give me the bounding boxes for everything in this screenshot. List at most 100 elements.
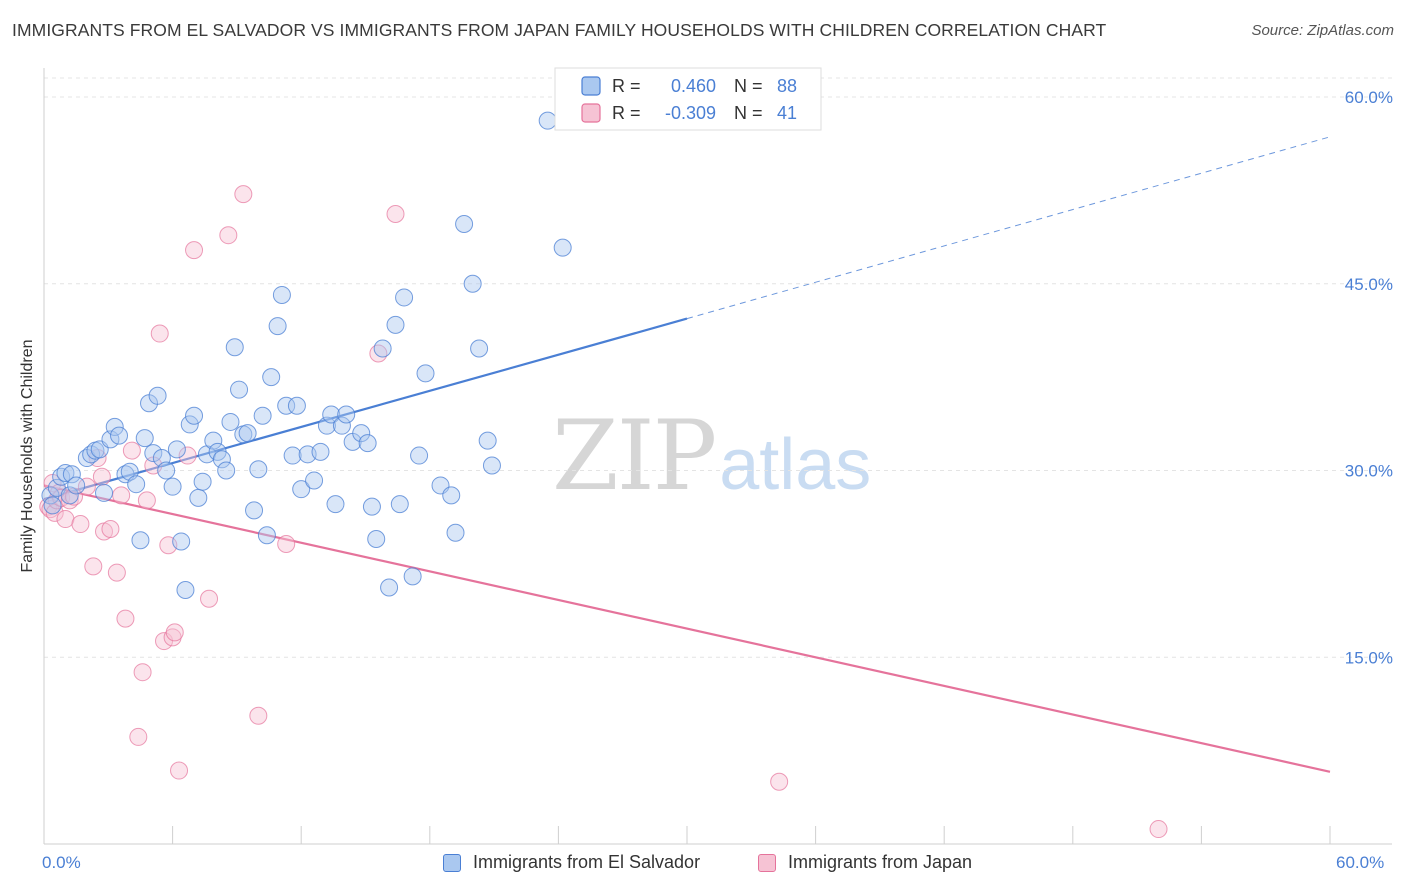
top-legend-n-value-japan: 41 (777, 103, 797, 123)
point-el-salvador-68 (373, 339, 392, 358)
point-el-salvador-1 (43, 496, 62, 515)
point-el-salvador-31 (185, 406, 204, 425)
point-el-salvador-28 (172, 532, 191, 551)
point-el-salvador-51 (277, 396, 296, 415)
point-el-salvador-45 (249, 460, 268, 479)
point-el-salvador-52 (283, 446, 302, 465)
top-legend-swatch-japan (581, 103, 601, 123)
point-el-salvador-66 (362, 497, 381, 516)
point-el-salvador-54 (292, 480, 311, 499)
point-el-salvador-46 (253, 406, 272, 425)
point-el-salvador-47 (257, 526, 276, 545)
point-el-salvador-6 (62, 465, 81, 484)
legend-swatch-japan (758, 853, 776, 872)
point-japan-17 (107, 563, 126, 582)
x-tick-label-min: 0.0% (42, 853, 81, 872)
point-el-salvador-25 (157, 461, 176, 480)
point-el-salvador-56 (305, 471, 324, 490)
point-japan-29 (165, 623, 184, 642)
point-el-salvador-43 (238, 424, 257, 443)
point-el-salvador-59 (322, 405, 341, 424)
legend-label-japan: Immigrants from Japan (788, 852, 973, 872)
point-el-salvador-80 (463, 274, 482, 293)
point-el-salvador-22 (144, 444, 163, 463)
point-el-salvador-32 (189, 488, 208, 507)
legend-swatch-el-salvador (443, 853, 461, 872)
legend-item-japan[interactable]: Immigrants from Japan (758, 852, 972, 873)
point-el-salvador-7 (67, 476, 86, 495)
point-el-salvador-29 (176, 581, 195, 600)
y-tick-label-15: 15.0% (1345, 648, 1393, 667)
point-el-salvador-40 (225, 338, 244, 357)
watermark-zip: ZIP (552, 400, 717, 512)
point-japan-22 (133, 663, 152, 682)
point-el-salvador-73 (403, 567, 422, 586)
top-legend-r-value-japan: -0.309 (665, 103, 716, 123)
point-el-salvador-78 (446, 523, 465, 542)
point-el-salvador-82 (478, 431, 497, 450)
point-el-salvador-50 (272, 285, 291, 304)
point-el-salvador-27 (167, 440, 186, 459)
point-el-salvador-48 (262, 368, 281, 387)
point-japan-14 (92, 467, 111, 486)
point-el-salvador-4 (56, 463, 75, 482)
point-el-salvador-70 (386, 315, 405, 334)
point-el-salvador-14 (105, 417, 124, 436)
point-japan-21 (129, 727, 148, 746)
point-japan-41 (1149, 820, 1168, 839)
point-el-salvador-37 (212, 450, 231, 469)
point-el-salvador-84 (538, 111, 557, 130)
point-el-salvador-18 (127, 475, 146, 494)
point-japan-25 (150, 324, 169, 343)
legend-label-el-salvador: Immigrants from El Salvador (473, 852, 701, 872)
point-el-salvador-20 (135, 429, 154, 448)
point-japan-10 (71, 515, 90, 534)
watermark: ZIPatlas (552, 400, 871, 512)
point-el-salvador-49 (268, 317, 287, 336)
point-japan-31 (178, 446, 197, 465)
point-el-salvador-33 (193, 472, 212, 491)
y-tick-label-60: 60.0% (1345, 88, 1393, 107)
trendline-el-salvador-extension (686, 136, 1331, 320)
x-tick-label-max: 60.0% (1336, 853, 1385, 872)
point-el-salvador-64 (352, 424, 371, 443)
point-el-salvador-15 (110, 426, 129, 445)
trendline-el-salvador (43, 317, 688, 501)
point-el-salvador-75 (416, 364, 435, 383)
point-japan-33 (200, 589, 219, 608)
point-el-salvador-26 (163, 477, 182, 496)
point-el-salvador-35 (204, 431, 223, 450)
point-japan-20 (122, 441, 141, 460)
point-el-salvador-39 (221, 412, 240, 431)
point-el-salvador-19 (131, 531, 150, 550)
top-legend-n-label-japan: N = (734, 103, 763, 123)
point-el-salvador-79 (455, 214, 474, 233)
top-legend-r-label-japan: R = (612, 103, 641, 123)
point-japan-12 (84, 557, 103, 576)
point-el-salvador-74 (410, 446, 429, 465)
point-japan-35 (234, 185, 253, 204)
point-el-salvador-77 (442, 486, 461, 505)
point-el-salvador-67 (367, 529, 386, 548)
point-el-salvador-81 (470, 339, 489, 358)
point-el-salvador-30 (180, 415, 199, 434)
point-el-salvador-61 (332, 416, 351, 435)
point-japan-19 (116, 609, 135, 628)
point-el-salvador-57 (311, 442, 330, 461)
top-legend-r-label-el-salvador: R = (612, 76, 641, 96)
legend-item-el-salvador[interactable]: Immigrants from El Salvador (443, 852, 700, 873)
point-el-salvador-72 (395, 288, 414, 307)
y-tick-label-45: 45.0% (1345, 275, 1393, 294)
source-label: Source: ZipAtlas.com (1251, 22, 1394, 39)
point-japan-36 (249, 706, 268, 725)
point-japan-39 (386, 205, 405, 224)
point-japan-30 (170, 761, 189, 780)
point-el-salvador-62 (337, 405, 356, 424)
top-legend-n-label-el-salvador: N = (734, 76, 763, 96)
point-el-salvador-44 (245, 501, 264, 520)
point-el-salvador-69 (380, 578, 399, 597)
point-el-salvador-5 (60, 486, 79, 505)
watermark-atlas: atlas (719, 425, 872, 505)
point-el-salvador-12 (95, 483, 114, 502)
